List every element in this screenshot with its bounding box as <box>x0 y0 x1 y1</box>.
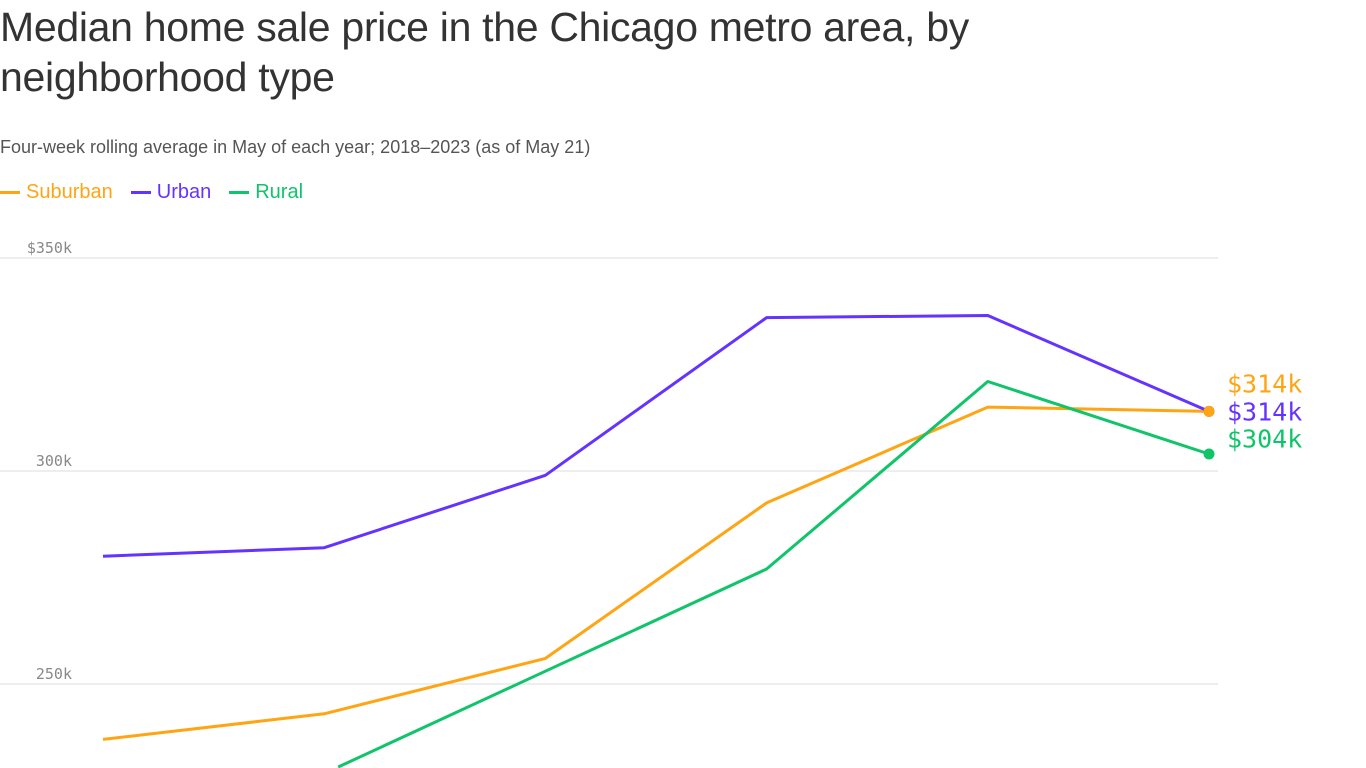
legend-item-suburban: Suburban <box>0 181 113 204</box>
y-tick-label: 300k <box>36 452 72 470</box>
series-line-rural <box>337 380 1210 768</box>
legend-item-urban: Urban <box>130 181 212 204</box>
end-label-rural: $304k <box>1227 424 1302 453</box>
legend-item-rural: Rural <box>229 181 303 204</box>
legend-swatch <box>130 191 151 194</box>
series-line-urban <box>102 314 1210 558</box>
end-point-suburban <box>1203 405 1215 417</box>
end-label-urban: $314k <box>1227 397 1302 426</box>
legend-label: Rural <box>255 181 304 203</box>
end-label-suburban: $314k <box>1227 369 1302 398</box>
legend-label: Urban <box>156 181 212 203</box>
end-point-rural <box>1203 448 1215 460</box>
legend: Suburban Urban Rural <box>0 181 303 204</box>
legend-swatch <box>0 191 20 194</box>
y-tick-label: $350k <box>27 239 72 257</box>
chart-title: Median home sale price in the Chicago me… <box>0 4 969 100</box>
series-line-suburban <box>102 405 1210 741</box>
chart-subtitle: Four-week rolling average in May of each… <box>0 137 591 157</box>
y-tick-label: 250k <box>36 665 72 683</box>
legend-swatch <box>229 191 250 194</box>
legend-label: Suburban <box>26 181 113 203</box>
